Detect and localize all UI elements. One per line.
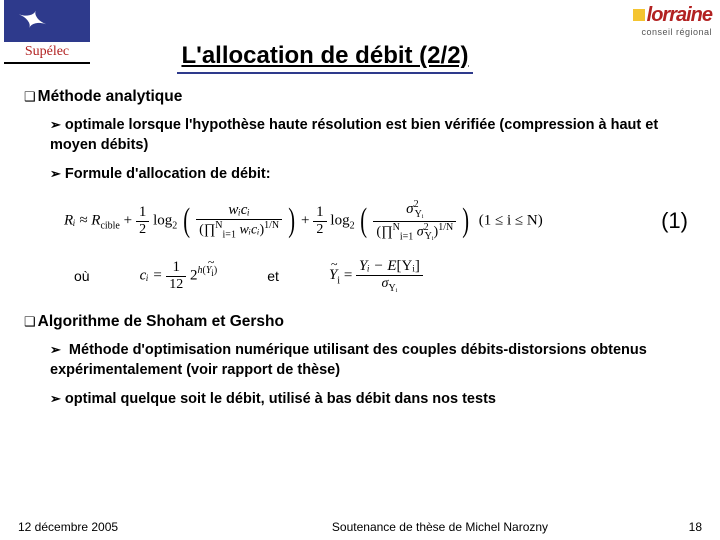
- logo-lorraine: lorraine conseil régional: [633, 4, 712, 37]
- section2-heading: Algorithme de Shoham et Gersho: [38, 313, 284, 330]
- def-ci: cᵢ = 112 2h(Yi): [140, 258, 218, 294]
- star-icon: ✦: [12, 1, 52, 39]
- slide-content: Méthode analytique optimale lorsque l'hy…: [0, 76, 720, 410]
- f-log2: log: [330, 212, 349, 228]
- logo-supelec-badge: ✦: [4, 0, 90, 42]
- frac-c: 112: [166, 258, 186, 294]
- logo-lorraine-sub: conseil régional: [633, 27, 712, 37]
- f-range: (1 ≤ i ≤ N): [479, 212, 543, 228]
- bullet-methode-opt: Méthode d'optimisation numérique utilisa…: [50, 341, 696, 380]
- equation-number: (1): [661, 208, 696, 234]
- f-lhs: Rᵢ ≈ R: [64, 212, 100, 228]
- label-ou: où: [74, 268, 90, 284]
- slide-header: ✦ Supélec lorraine conseil régional L'al…: [0, 0, 720, 76]
- section-shoham-gersho: Algorithme de Shoham et Gersho: [24, 313, 696, 331]
- square-bullet-icon2: [24, 313, 38, 330]
- bullet-formule: Formule d'allocation de débit:: [50, 165, 696, 185]
- f-cible: cible: [100, 220, 119, 231]
- footer-date: 12 décembre 2005: [18, 520, 218, 534]
- footer-center: Soutenance de thèse de Michel Narozny: [218, 520, 662, 534]
- frac-sigma: σ2Yᵢ (∏Ni=1 σ2Yᵢ)1/N: [373, 199, 456, 243]
- title-container: L'allocation de débit (2/2): [100, 42, 550, 74]
- logo-dot-icon: [633, 9, 645, 21]
- frac-half2: 12: [313, 203, 327, 239]
- formula-main: Rᵢ ≈ Rcible + 12 log2 ( wᵢcᵢ (∏Ni=1 wᵢcᵢ…: [64, 199, 543, 243]
- logo-lorraine-text: lorraine: [647, 4, 712, 26]
- frac-half1: 12: [136, 203, 150, 239]
- logo-supelec-text: Supélec: [4, 42, 90, 64]
- definitions-row: où cᵢ = 112 2h(Yi) et Yi = Yᵢ − E[Yᵢ] σY…: [74, 257, 696, 295]
- f-log1: log: [153, 212, 172, 228]
- f-plus1: +: [120, 212, 136, 228]
- footer-page: 18: [662, 520, 702, 534]
- f-plus2: +: [301, 212, 313, 228]
- slide-title: L'allocation de débit (2/2): [177, 42, 472, 74]
- square-bullet-icon: [24, 88, 38, 105]
- slide-footer: 12 décembre 2005 Soutenance de thèse de …: [0, 520, 720, 534]
- frac-y: Yᵢ − E[Yᵢ] σYᵢ: [356, 257, 423, 295]
- section1-heading: Méthode analytique: [38, 88, 183, 105]
- formula-main-row: Rᵢ ≈ Rcible + 12 log2 ( wᵢcᵢ (∏Ni=1 wᵢcᵢ…: [64, 199, 696, 243]
- section-methode-analytique: Méthode analytique: [24, 88, 696, 106]
- def-yi: Yi = Yᵢ − E[Yᵢ] σYᵢ: [329, 257, 423, 295]
- bullet-optimale: optimale lorsque l'hypothèse haute résol…: [50, 116, 696, 155]
- bullet-optimal-debit: optimal quelque soit le débit, utilisé à…: [50, 390, 696, 410]
- frac-wc: wᵢcᵢ (∏Ni=1 wᵢcᵢ)1/N: [196, 201, 282, 241]
- logo-supelec: ✦ Supélec: [4, 0, 90, 64]
- label-et: et: [267, 268, 279, 284]
